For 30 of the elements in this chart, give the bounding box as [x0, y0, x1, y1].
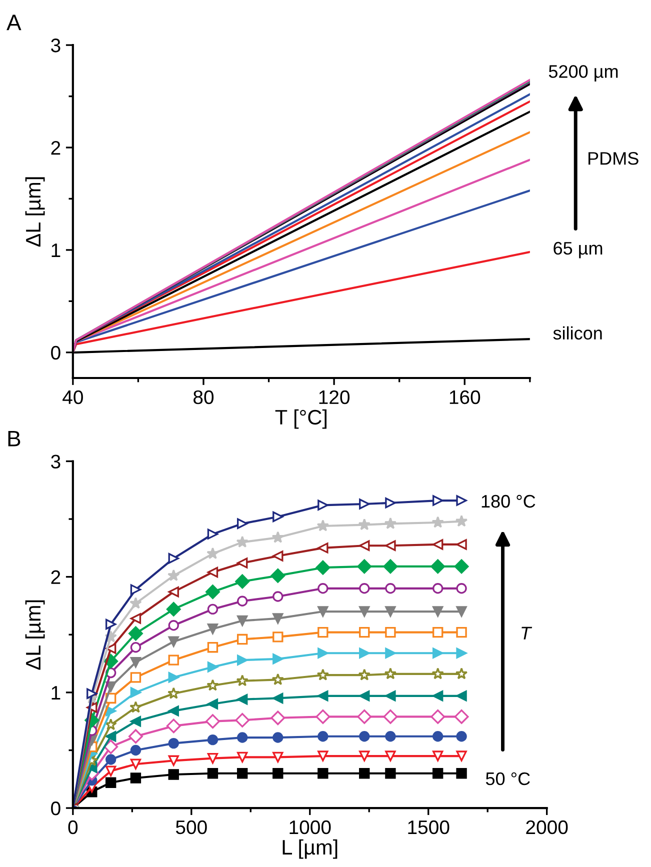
y-axis-title: ΔL [µm]	[25, 600, 45, 670]
text: PDMS	[588, 152, 638, 165]
y-tick-label: 2	[51, 140, 60, 155]
y-tick-label: 0	[51, 346, 60, 360]
x-axis-title: T [°C]	[275, 409, 326, 429]
y-tick-label: 0	[51, 802, 60, 816]
y-tick-label: 1	[52, 686, 60, 700]
x-axis-title: L [µm]	[282, 839, 338, 859]
x-tick-label: 2000	[526, 820, 568, 834]
x-tick-label: 1000	[290, 820, 331, 834]
annotation: 50 °C	[486, 772, 530, 786]
y-tick-label: 3	[51, 454, 60, 468]
text: 65 µm	[554, 242, 602, 258]
y-axis-title: ΔL [µm]	[25, 177, 45, 247]
y-tick-label: 1	[52, 244, 60, 258]
text: 5200 µm	[548, 65, 618, 82]
x-tick-label: 0	[68, 820, 78, 834]
y-tick-label: 3	[51, 38, 60, 52]
text: silicon	[553, 326, 602, 340]
y-tick-label: 2	[51, 570, 60, 584]
chart-title: A	[6, 14, 22, 30]
x-tick-label: 500	[176, 820, 207, 834]
x-tick-label: 80	[194, 390, 214, 404]
x-tick-label: 160	[450, 390, 480, 404]
x-tick-label: 1500	[408, 820, 450, 834]
annotation: 180 °C	[482, 494, 536, 508]
x-tick-label: 40	[62, 390, 83, 404]
x-tick-label: 120	[319, 390, 350, 404]
chart-title: B	[8, 430, 20, 446]
annotation: T	[522, 626, 532, 640]
